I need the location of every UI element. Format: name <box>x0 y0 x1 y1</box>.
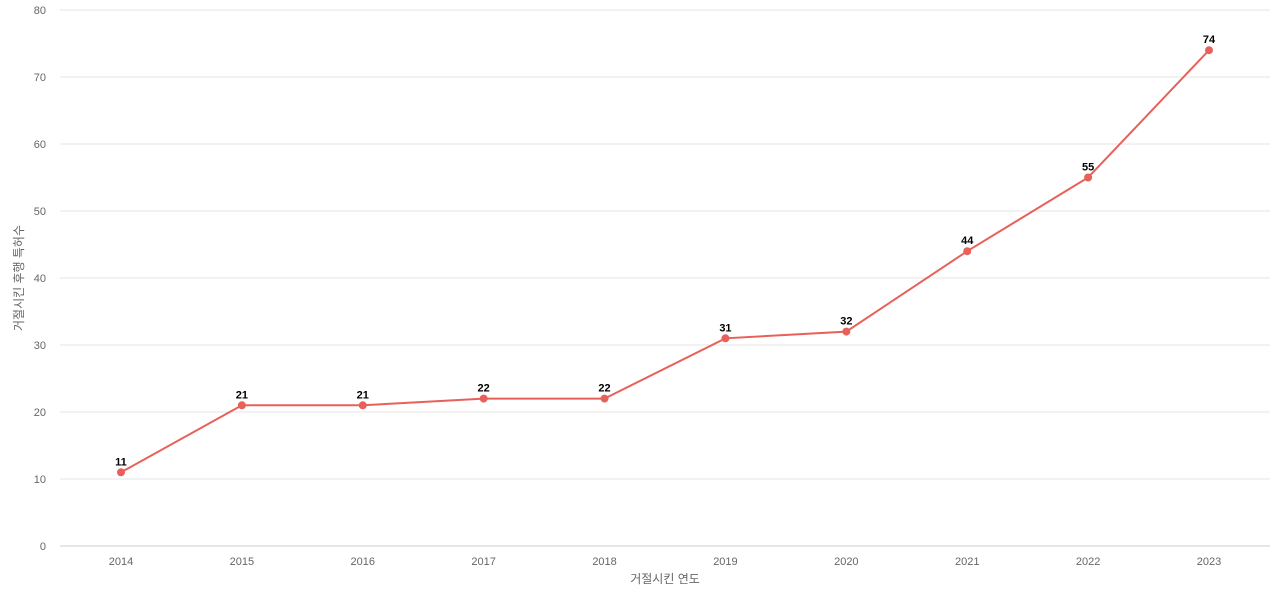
x-tick-label: 2014 <box>109 556 133 568</box>
y-tick-label: 20 <box>34 407 46 419</box>
y-tick-label: 60 <box>34 139 46 151</box>
y-tick-label: 50 <box>34 206 46 218</box>
y-tick-label: 30 <box>34 340 46 352</box>
data-label: 74 <box>1203 34 1216 46</box>
x-axis-ticks: 2014 2015 2016 2017 2018 2019 2020 2021 2022 2023 <box>109 556 1221 568</box>
y-tick-label: 80 <box>34 5 46 17</box>
y-axis-title: 거절시킨 후행 특허수 <box>11 225 26 331</box>
y-axis-ticks: 0 10 20 30 40 50 60 70 80 <box>34 5 46 553</box>
x-tick-label: 2015 <box>230 556 254 568</box>
data-point[interactable] <box>1084 173 1093 182</box>
data-point[interactable] <box>842 327 851 336</box>
data-point[interactable] <box>237 401 246 410</box>
y-tick-label: 40 <box>34 273 46 285</box>
data-point[interactable] <box>479 394 488 403</box>
gridlines <box>60 9 1270 547</box>
data-point[interactable] <box>721 334 730 343</box>
series-line <box>120 49 1210 474</box>
x-tick-label: 2019 <box>713 556 737 568</box>
series-layer <box>117 46 1213 477</box>
x-tick-label: 2020 <box>834 556 858 568</box>
data-label: 31 <box>719 322 731 334</box>
data-label: 21 <box>357 389 369 401</box>
x-axis-title: 거절시킨 연도 <box>630 572 700 586</box>
data-point[interactable] <box>1205 46 1213 55</box>
data-point[interactable] <box>600 394 609 403</box>
data-label: 22 <box>478 383 490 395</box>
x-tick-label: 2022 <box>1076 556 1100 568</box>
x-tick-label: 2016 <box>351 556 375 568</box>
y-tick-label: 10 <box>34 474 46 486</box>
data-label: 22 <box>598 383 610 395</box>
x-tick-label: 2023 <box>1197 556 1221 568</box>
x-tick-label: 2018 <box>592 556 616 568</box>
data-point[interactable] <box>117 468 125 477</box>
y-tick-label: 70 <box>34 72 46 84</box>
data-label: 32 <box>840 316 852 328</box>
data-labels: 11 21 21 22 22 31 32 44 55 74 <box>115 34 1216 468</box>
data-point[interactable] <box>963 247 972 256</box>
data-label: 11 <box>115 456 127 468</box>
x-tick-label: 2017 <box>471 556 495 568</box>
data-label: 55 <box>1082 162 1094 174</box>
x-tick-label: 2021 <box>955 556 979 568</box>
y-tick-label: 0 <box>40 541 46 553</box>
data-point[interactable] <box>358 401 367 410</box>
data-label: 21 <box>236 389 248 401</box>
data-label: 44 <box>961 235 974 247</box>
